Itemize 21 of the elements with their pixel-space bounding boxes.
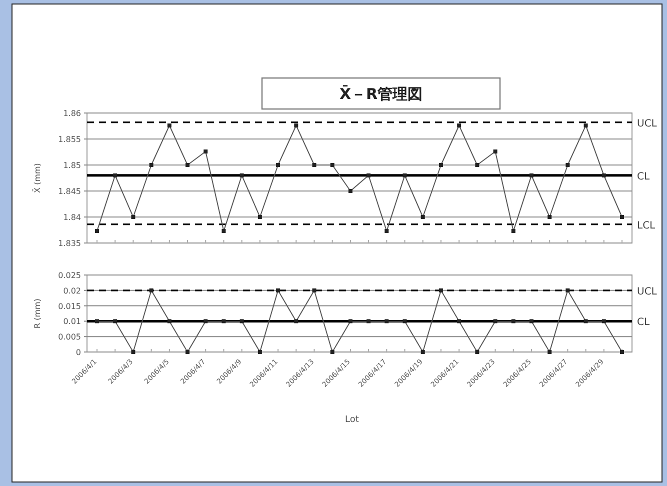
ref-line-label: UCL [637, 286, 658, 298]
y-tick-label: 1.85 [63, 161, 81, 170]
ref-line-label: CL [637, 317, 650, 328]
y-tick-label: 0.015 [58, 302, 81, 311]
y-tick-label: 1.84 [63, 213, 81, 222]
ref-line-label: UCL [637, 118, 658, 130]
ref-line-label: CL [637, 171, 650, 182]
y-tick-label: 1.845 [58, 187, 81, 196]
y-tick-label: 1.86 [63, 109, 81, 118]
x-axis-title: Lot [345, 415, 360, 425]
chart-title: X̄－R管理図 [339, 84, 423, 103]
y-tick-label: 0.005 [58, 332, 81, 342]
y-tick-label: 0.025 [58, 271, 81, 280]
y-axis-title: X̄ (mm) [32, 163, 42, 193]
y-tick-label: 0.02 [63, 286, 81, 296]
ref-line-label: LCL [637, 220, 656, 232]
y-tick-label: 1.835 [58, 239, 81, 248]
y-tick-label: 0.01 [63, 317, 81, 326]
y-tick-label: 0 [76, 348, 81, 357]
y-axis-title: R (mm) [33, 298, 42, 328]
y-tick-label: 1.855 [58, 135, 81, 144]
